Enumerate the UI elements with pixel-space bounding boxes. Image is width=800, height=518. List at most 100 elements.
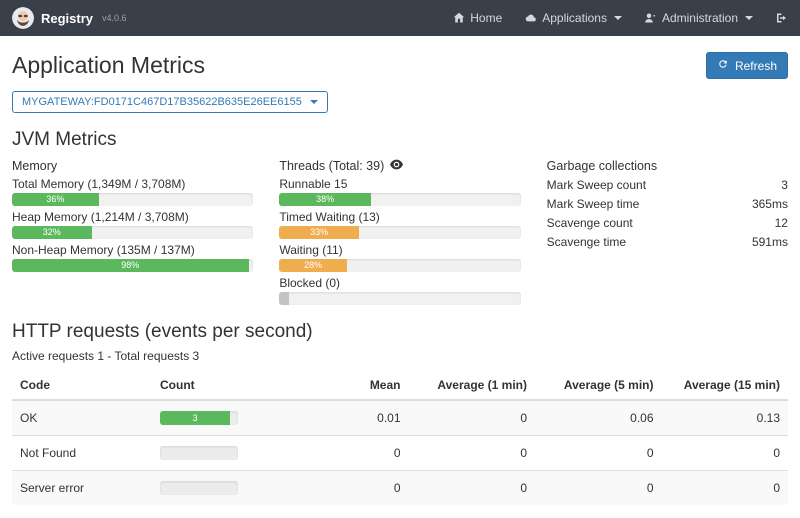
mean-cell: 0: [282, 435, 409, 471]
blocked-progress-bar: [279, 292, 289, 305]
jvm-metrics-grid: Memory Total Memory (1,349M / 3,708M) 36…: [12, 159, 788, 305]
memory-title: Memory: [12, 159, 58, 173]
table-row: Not Found 0 0 0 0: [12, 435, 788, 471]
memory-column: Memory Total Memory (1,349M / 3,708M) 36…: [12, 159, 254, 305]
memory-bar-label: Heap Memory (1,214M / 3,708M): [12, 210, 189, 224]
gc-row: Mark Sweep time 365ms: [547, 194, 788, 213]
thread-bar-label: Waiting (11): [279, 243, 343, 257]
gc-label: Mark Sweep count: [546, 177, 647, 192]
code-cell: Server error: [12, 470, 152, 505]
column-header-avg1: Average (1 min): [408, 371, 535, 401]
progress-track: 3: [160, 411, 238, 425]
threads-title-label: Threads (Total: 39): [279, 159, 385, 173]
heap-memory-progress-bar: 32%: [12, 226, 92, 239]
memory-bar-label: Non-Heap Memory (135M / 137M): [12, 243, 195, 257]
total-memory-progress-bar: 36%: [12, 193, 99, 206]
mean-cell: 0: [282, 470, 409, 505]
column-header-count: Count: [152, 371, 282, 401]
sign-out-icon: [775, 12, 788, 24]
eye-icon[interactable]: [390, 159, 404, 173]
threads-title: Threads (Total: 39): [279, 159, 520, 173]
gc-row: Scavenge time 591ms: [547, 232, 788, 251]
progress-track: [160, 481, 238, 495]
logout-button[interactable]: [775, 12, 788, 24]
count-cell: 3: [152, 399, 282, 436]
progress-track: 33%: [279, 226, 521, 239]
column-header-avg5: Average (5 min): [535, 371, 662, 401]
progress-track: 28%: [279, 259, 521, 272]
avg15-cell: 0: [661, 470, 788, 505]
waiting-progress-bar: 28%: [279, 259, 347, 272]
gc-row: Scavenge count 12: [547, 213, 788, 232]
progress-track: 32%: [12, 226, 254, 239]
nav-item-label: Applications: [542, 11, 607, 25]
gc-row: Mark Sweep count 3: [547, 175, 788, 194]
home-icon: [453, 12, 465, 24]
http-requests-table: Code Count Mean Average (1 min) Average …: [12, 371, 788, 505]
brand[interactable]: Registry v4.0.6: [12, 7, 127, 29]
progress-track: [160, 446, 238, 460]
page-title: Application Metrics: [12, 52, 206, 78]
code-cell: OK: [12, 399, 152, 436]
avg5-cell: 0: [535, 435, 662, 471]
page-header: Application Metrics Refresh: [12, 52, 788, 79]
nonheap-memory-progress-bar: 98%: [12, 259, 249, 272]
main-content: Application Metrics Refresh MYGATEWAY:FD…: [0, 36, 800, 518]
table-row: Server error 0 0 0 0: [12, 470, 788, 505]
gc-column: Garbage collections Mark Sweep count 3 M…: [547, 159, 788, 305]
gc-title: Garbage collections: [546, 159, 658, 173]
gc-label: Scavenge time: [546, 234, 627, 249]
refresh-icon: [717, 58, 729, 73]
nav-item-label: Home: [470, 11, 503, 25]
jvm-metrics-title: JVM Metrics: [12, 129, 117, 150]
gc-value: 365ms: [751, 196, 788, 211]
chevron-down-icon: [309, 100, 318, 104]
avg5-cell: 0: [535, 470, 662, 505]
gc-label: Scavenge count: [546, 215, 633, 230]
avg1-cell: 0: [408, 435, 535, 471]
thread-bar-label: Blocked (0): [279, 276, 341, 290]
progress-track: 98%: [12, 259, 254, 272]
nav-item-home[interactable]: Home: [453, 11, 502, 25]
brand-logo-icon: [12, 7, 34, 29]
timed-waiting-progress-bar: 33%: [279, 226, 359, 239]
http-requests-title: HTTP requests (events per second): [12, 321, 313, 342]
gc-value: 12: [774, 215, 788, 230]
instance-selector-dropdown[interactable]: MYGATEWAY:FD0171C467D17B35622B635E26EE61…: [12, 91, 328, 113]
refresh-button[interactable]: Refresh: [705, 52, 788, 79]
column-header-code: Code: [12, 371, 152, 401]
thread-bar-label: Runnable 15: [279, 177, 348, 191]
avg15-cell: 0: [661, 435, 788, 471]
avg5-cell: 0.06: [535, 399, 662, 436]
http-requests-subtitle: Active requests 1 - Total requests 3: [12, 349, 200, 363]
table-row: OK 3 0.01 0 0.06 0.13: [12, 399, 788, 436]
avg15-cell: 0.13: [661, 399, 788, 436]
nav-item-administration[interactable]: Administration: [644, 11, 753, 25]
column-header-mean: Mean: [282, 371, 409, 401]
instance-selector-label: MYGATEWAY:FD0171C467D17B35622B635E26EE61…: [22, 96, 302, 108]
threads-column: Threads (Total: 39) Runnable 15 38% Time…: [279, 159, 521, 305]
memory-bar-label: Total Memory (1,349M / 3,708M): [12, 177, 186, 191]
runnable-progress-bar: 38%: [279, 193, 372, 206]
chevron-down-icon: [745, 16, 753, 20]
count-cell: [152, 470, 282, 505]
refresh-label: Refresh: [734, 58, 777, 73]
code-cell: Not Found: [12, 435, 152, 471]
avg1-cell: 0: [408, 399, 535, 436]
gc-value: 3: [781, 177, 788, 192]
nav-item-applications[interactable]: Applications: [524, 11, 622, 25]
progress-track: 36%: [12, 193, 254, 206]
user-plus-icon: [644, 12, 657, 24]
table-header-row: Code Count Mean Average (1 min) Average …: [12, 371, 788, 401]
progress-track: [279, 292, 521, 305]
brand-version: v4.0.6: [102, 13, 127, 23]
avg1-cell: 0: [408, 470, 535, 505]
cloud-icon: [524, 12, 537, 24]
top-navbar: Registry v4.0.6 Home Applications Admini…: [0, 0, 800, 36]
chevron-down-icon: [613, 16, 622, 20]
thread-bar-label: Timed Waiting (13): [279, 210, 380, 224]
count-cell: [152, 435, 282, 471]
nav-item-label: Administration: [661, 11, 738, 25]
mean-cell: 0.01: [282, 399, 409, 436]
column-header-avg15: Average (15 min): [661, 371, 788, 401]
